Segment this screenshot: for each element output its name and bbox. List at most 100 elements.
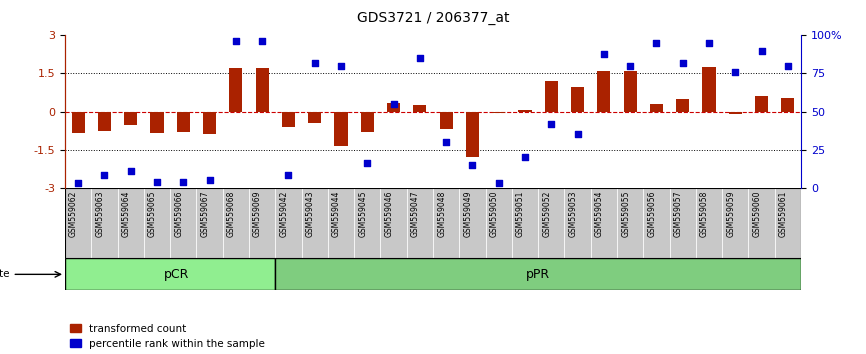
Text: disease state: disease state bbox=[0, 269, 10, 279]
Point bbox=[203, 177, 216, 183]
Point bbox=[492, 180, 506, 186]
Bar bbox=[643, 188, 669, 258]
Text: GSM559061: GSM559061 bbox=[779, 190, 788, 237]
Point bbox=[781, 63, 795, 69]
Bar bbox=[275, 188, 301, 258]
Bar bbox=[361, 112, 374, 132]
Bar bbox=[170, 188, 197, 258]
Point bbox=[728, 69, 742, 75]
Text: GSM559062: GSM559062 bbox=[69, 190, 78, 237]
Text: GSM559068: GSM559068 bbox=[227, 190, 236, 237]
Text: GDS3721 / 206377_at: GDS3721 / 206377_at bbox=[357, 11, 509, 25]
Bar bbox=[249, 188, 275, 258]
Point bbox=[307, 60, 321, 65]
Bar bbox=[91, 188, 118, 258]
Legend: transformed count, percentile rank within the sample: transformed count, percentile rank withi… bbox=[70, 324, 265, 349]
Text: GSM559044: GSM559044 bbox=[332, 190, 341, 237]
Point bbox=[386, 101, 400, 107]
Bar bbox=[308, 112, 321, 123]
Bar bbox=[65, 258, 275, 290]
Point bbox=[624, 63, 637, 69]
Bar bbox=[275, 258, 801, 290]
Bar bbox=[255, 68, 268, 112]
Point bbox=[413, 55, 427, 61]
Point bbox=[124, 168, 138, 174]
Bar bbox=[722, 188, 748, 258]
Bar bbox=[151, 112, 164, 133]
Bar bbox=[617, 188, 643, 258]
Bar bbox=[65, 188, 91, 258]
Point bbox=[675, 60, 689, 65]
Point bbox=[334, 63, 348, 69]
Bar bbox=[380, 188, 407, 258]
Bar bbox=[466, 112, 479, 157]
Bar bbox=[512, 188, 538, 258]
Bar bbox=[144, 188, 170, 258]
Bar bbox=[118, 188, 144, 258]
Point bbox=[98, 173, 112, 178]
Bar bbox=[387, 103, 400, 112]
Text: GSM559059: GSM559059 bbox=[727, 190, 735, 237]
Bar bbox=[492, 112, 505, 113]
Bar bbox=[459, 188, 486, 258]
Bar bbox=[203, 112, 216, 134]
Point bbox=[754, 48, 768, 53]
Bar bbox=[281, 112, 295, 127]
Bar bbox=[669, 188, 696, 258]
Bar bbox=[781, 98, 794, 112]
Point bbox=[71, 180, 85, 186]
Bar bbox=[624, 71, 637, 112]
Bar bbox=[440, 112, 453, 129]
Bar bbox=[538, 188, 565, 258]
Bar bbox=[72, 112, 85, 133]
Point bbox=[281, 173, 295, 178]
Bar bbox=[755, 96, 768, 112]
Bar bbox=[334, 112, 347, 146]
Bar bbox=[433, 188, 459, 258]
Text: GSM559058: GSM559058 bbox=[700, 190, 709, 237]
Text: GSM559054: GSM559054 bbox=[595, 190, 604, 237]
Text: GSM559063: GSM559063 bbox=[95, 190, 105, 237]
Bar bbox=[775, 188, 801, 258]
Text: pPR: pPR bbox=[526, 268, 550, 281]
Bar bbox=[124, 112, 137, 125]
Point bbox=[150, 179, 164, 184]
Bar bbox=[223, 188, 249, 258]
Point bbox=[571, 131, 585, 137]
Point bbox=[702, 40, 716, 46]
Bar bbox=[328, 188, 354, 258]
Point bbox=[360, 160, 374, 166]
Point bbox=[597, 51, 611, 57]
Text: GSM559043: GSM559043 bbox=[306, 190, 314, 237]
Bar bbox=[197, 188, 223, 258]
Text: GSM559052: GSM559052 bbox=[542, 190, 552, 237]
Text: GSM559064: GSM559064 bbox=[122, 190, 131, 237]
Bar bbox=[598, 71, 611, 112]
Point bbox=[518, 154, 532, 160]
Bar bbox=[748, 188, 775, 258]
Text: GSM559053: GSM559053 bbox=[569, 190, 578, 237]
Point bbox=[255, 39, 269, 44]
Text: GSM559048: GSM559048 bbox=[437, 190, 446, 237]
Bar bbox=[177, 112, 190, 132]
Bar bbox=[229, 68, 242, 112]
Bar bbox=[413, 105, 426, 112]
Bar bbox=[407, 188, 433, 258]
Bar bbox=[702, 67, 715, 112]
Text: GSM559045: GSM559045 bbox=[359, 190, 367, 237]
Text: GSM559067: GSM559067 bbox=[201, 190, 210, 237]
Text: GSM559050: GSM559050 bbox=[490, 190, 499, 237]
Text: GSM559049: GSM559049 bbox=[463, 190, 473, 237]
Text: GSM559051: GSM559051 bbox=[516, 190, 525, 237]
Text: GSM559042: GSM559042 bbox=[280, 190, 288, 237]
Point bbox=[650, 40, 663, 46]
Point bbox=[545, 121, 559, 126]
Text: GSM559047: GSM559047 bbox=[410, 190, 420, 237]
Bar bbox=[650, 104, 663, 112]
Text: pCR: pCR bbox=[164, 268, 190, 281]
Point bbox=[177, 179, 191, 184]
Bar bbox=[591, 188, 617, 258]
Text: GSM559055: GSM559055 bbox=[621, 190, 630, 237]
Bar bbox=[565, 188, 591, 258]
Text: GSM559065: GSM559065 bbox=[148, 190, 157, 237]
